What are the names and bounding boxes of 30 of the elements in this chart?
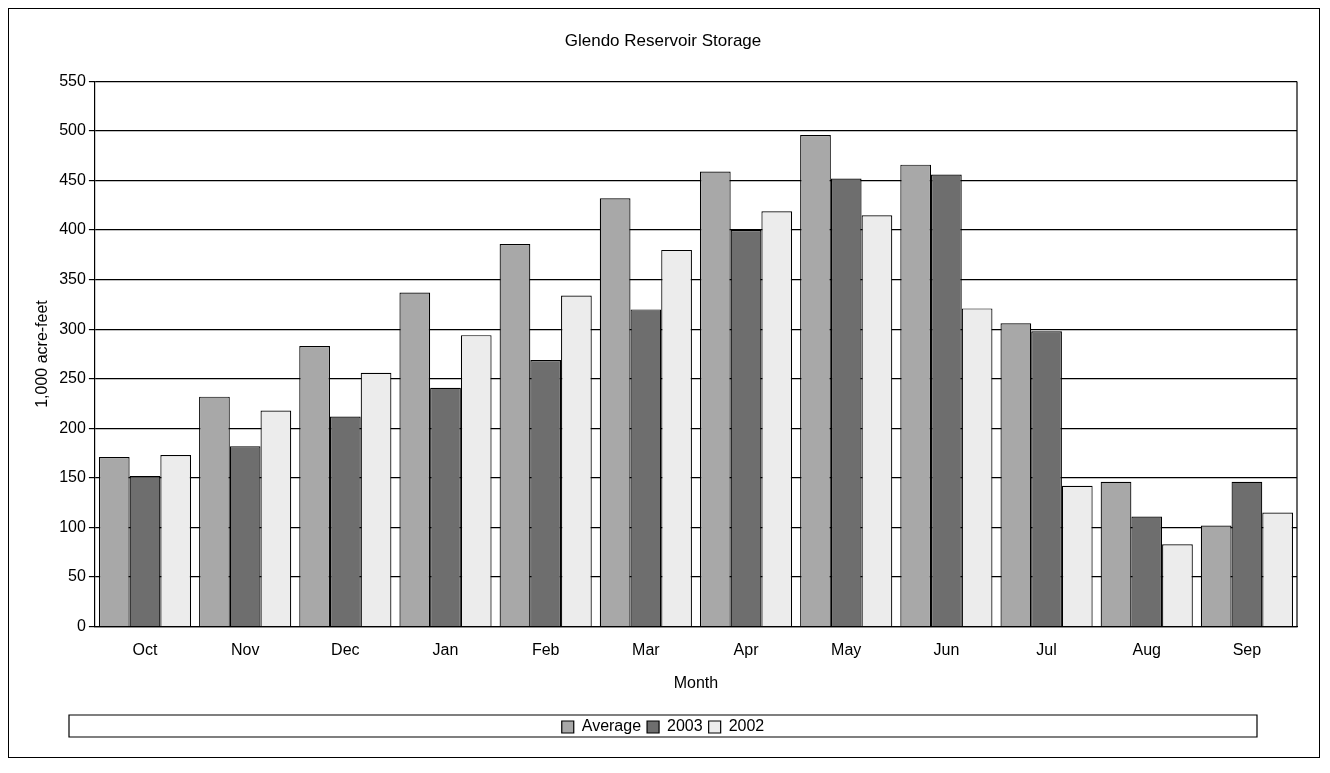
x-tick-label: Feb [531,640,560,658]
x-tick-label: Dec [331,640,360,658]
legend-label: 2002 [728,717,765,735]
y-tick-label: 150 [59,468,86,486]
y-axis-title: 1,000 acre-feet [33,299,51,408]
y-tick-label: 50 [68,567,86,585]
legend-label: 2003 [667,717,703,735]
x-tick-label: May [831,640,862,658]
y-tick-label: 450 [59,170,86,188]
x-tick-label: Mar [632,640,661,658]
x-axis-title: Month [673,673,719,691]
y-tick-label: 550 [59,71,86,89]
x-tick-label: Oct [132,640,158,658]
x-tick-label: Aug [1132,640,1161,658]
y-tick-label: 300 [59,319,86,337]
legend-label: Average [581,717,642,735]
x-tick-label: Apr [733,640,760,658]
x-tick-label: Jul [1036,640,1057,658]
y-tick-label: 350 [59,270,86,288]
x-tick-label: Nov [230,640,260,658]
chart-title: Glendo Reservoir Storage [564,30,762,50]
y-tick-label: 0 [76,617,86,635]
x-tick-label: Sep [1232,640,1262,658]
y-tick-label: 250 [59,369,86,387]
x-tick-label: Jan [432,640,459,658]
x-tick-label: Jun [933,640,960,658]
y-tick-label: 500 [59,121,86,139]
y-tick-label: 200 [59,418,86,436]
y-tick-label: 400 [59,220,86,238]
y-tick-label: 100 [59,517,86,535]
